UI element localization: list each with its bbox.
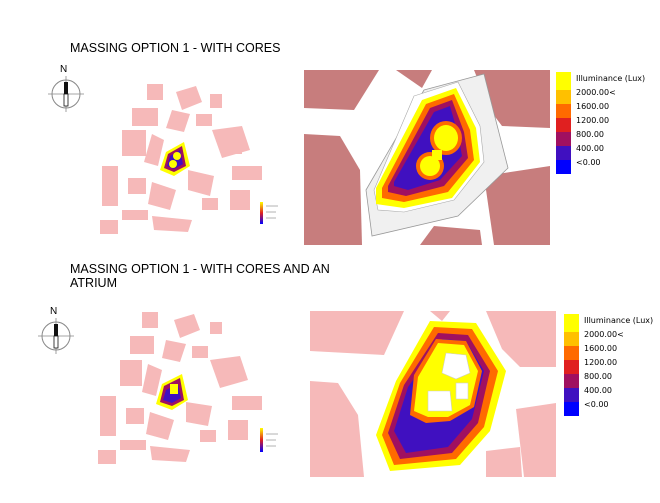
legend-swatch: [564, 360, 579, 374]
legend-swatch: [556, 72, 571, 90]
legend-label: 1600.00: [576, 102, 610, 111]
legend-label: 800.00: [584, 372, 612, 381]
section1-title: MASSING OPTION 1 - WITH CORES: [70, 41, 281, 55]
legend-label: 400.00: [576, 144, 604, 153]
legend-swatch: [564, 374, 579, 388]
legend-1: Illuminance (Lux) 2000.00< 1600.00 1200.…: [556, 72, 656, 182]
site-plan-1: [100, 84, 278, 234]
legend-swatch: [556, 132, 571, 146]
section2-title: MASSING OPTION 1 - WITH CORES AND AN ATR…: [70, 262, 330, 290]
legend-swatch: [556, 118, 571, 132]
legend-swatch: [556, 90, 571, 104]
legend-title: Illuminance (Lux): [584, 316, 654, 325]
legend-swatch: [564, 346, 579, 360]
illuminance-plot-1: [304, 70, 550, 245]
north-arrow-1: N: [46, 64, 86, 114]
legend-label: <0.00: [576, 158, 601, 167]
section2-title-line2: ATRIUM: [70, 276, 117, 290]
legend-label: 800.00: [576, 130, 604, 139]
legend-2: Illuminance (Lux) 2000.00< 1600.00 1200.…: [564, 314, 660, 424]
legend-label: 1200.00: [584, 358, 618, 367]
north-label: N: [60, 64, 68, 75]
legend-label: 2000.00<: [584, 330, 624, 339]
legend-swatch: [564, 402, 579, 416]
legend-label: 1200.00: [576, 116, 610, 125]
north-label: N: [50, 306, 58, 317]
legend-label: 2000.00<: [576, 88, 616, 97]
illuminance-plot-2: [310, 311, 556, 477]
legend-swatch: [564, 314, 579, 332]
north-arrow-2: N: [36, 306, 76, 356]
legend-swatch: [556, 160, 571, 174]
compass-icon: [48, 76, 84, 112]
legend-label: 400.00: [584, 386, 612, 395]
legend-title: Illuminance (Lux): [576, 74, 646, 83]
compass-icon: [38, 318, 74, 354]
legend-swatch: [556, 104, 571, 118]
legend-label: <0.00: [584, 400, 609, 409]
legend-label: 1600.00: [584, 344, 618, 353]
site-plan-2: [98, 312, 278, 464]
legend-swatch: [556, 146, 571, 160]
section2-title-line1: MASSING OPTION 1 - WITH CORES AND AN: [70, 262, 330, 276]
legend-swatch: [564, 332, 579, 346]
legend-swatch: [564, 388, 579, 402]
